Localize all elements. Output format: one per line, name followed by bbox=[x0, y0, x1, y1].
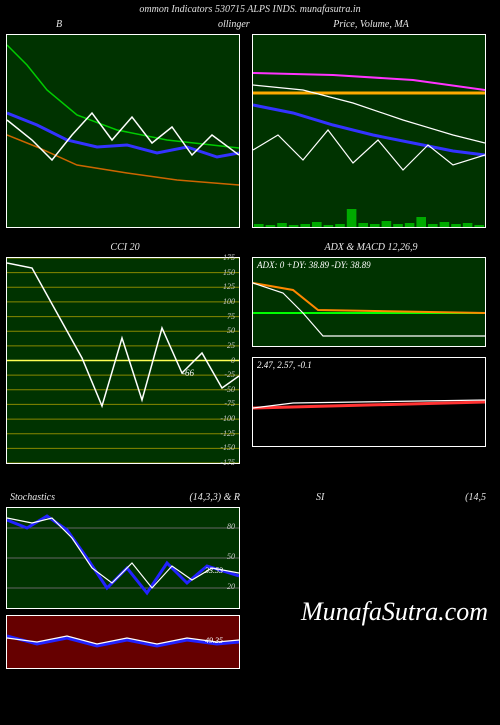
adx-svg bbox=[253, 258, 485, 346]
stoch-tick-50: 50 bbox=[227, 552, 235, 561]
cci-title: CCI 20 bbox=[6, 242, 244, 253]
price-ma-svg bbox=[253, 35, 485, 227]
price-ma-panel: Price, Volume, MA bbox=[252, 19, 490, 228]
bollinger-title-r: ollinger bbox=[218, 19, 250, 30]
cci-tick: 175 bbox=[223, 253, 235, 262]
rsi-panel: SI (14,5 bbox=[252, 492, 490, 669]
cci-tick: -50 bbox=[224, 385, 235, 394]
stochastics-panel: Stochastics (14,3,3) & R 80 50 20 33.53 … bbox=[6, 492, 244, 669]
stoch-title-r: (14,3,3) & R bbox=[189, 492, 240, 503]
price-ma-title: Price, Volume, MA bbox=[252, 19, 490, 30]
cci-svg bbox=[7, 258, 239, 463]
bollinger-chart bbox=[6, 34, 240, 228]
macd-chart: 2.47, 2.57, -0.1 bbox=[252, 357, 486, 447]
adx-macd-panel: ADX & MACD 12,26,9 ADX: 0 +DY: 38.89 -DY… bbox=[252, 242, 490, 464]
cci-tick: 100 bbox=[223, 297, 235, 306]
adx-chart: ADX: 0 +DY: 38.89 -DY: 38.89 bbox=[252, 257, 486, 347]
rsi-title-l: SI bbox=[316, 492, 324, 503]
bollinger-title: B bbox=[56, 19, 62, 30]
chart-grid: B ollinger Price, Volume, MA bbox=[0, 19, 500, 669]
cci-panel: CCI 20 -175 -150 -125 -100 -75 -50 -25 0 25 50 75 1… bbox=[6, 242, 244, 464]
rsi-title-r: (14,5 bbox=[465, 492, 486, 503]
cci-tick: -125 bbox=[220, 429, 235, 438]
macd-svg bbox=[253, 358, 485, 446]
stoch-lower-chart: 49.35 bbox=[6, 615, 240, 669]
stoch-tick-80: 80 bbox=[227, 522, 235, 531]
stoch-title-l: Stochastics bbox=[10, 492, 55, 503]
cci-tick: 125 bbox=[223, 282, 235, 291]
adx-macd-title: ADX & MACD 12,26,9 bbox=[252, 242, 490, 253]
stoch-upper-svg bbox=[7, 508, 239, 608]
cci-tick: 0 bbox=[231, 356, 235, 365]
cci-tick: 150 bbox=[223, 268, 235, 277]
stoch-upper-annot: 33.53 bbox=[205, 566, 223, 575]
bollinger-panel: B ollinger bbox=[6, 19, 244, 228]
macd-annotation: 2.47, 2.57, -0.1 bbox=[257, 360, 312, 370]
stoch-upper-chart: 80 50 20 33.53 bbox=[6, 507, 240, 609]
cci-tick: -100 bbox=[220, 414, 235, 423]
cci-tick: 50 bbox=[227, 326, 235, 335]
cci-chart: -175 -150 -125 -100 -75 -50 -25 0 25 50 75 100 125 15… bbox=[6, 257, 240, 464]
cci-tick: -175 bbox=[220, 458, 235, 467]
cci-tick: -75 bbox=[224, 399, 235, 408]
bollinger-svg bbox=[7, 35, 239, 227]
adx-annotation: ADX: 0 +DY: 38.89 -DY: 38.89 bbox=[257, 260, 371, 270]
stoch-lower-annot: 49.35 bbox=[205, 636, 223, 645]
cci-annotation: -66 bbox=[182, 368, 194, 378]
cci-tick: -150 bbox=[220, 443, 235, 452]
stoch-tick-20: 20 bbox=[227, 582, 235, 591]
cci-tick: 75 bbox=[227, 312, 235, 321]
price-ma-chart bbox=[252, 34, 486, 228]
page-title: ommon Indicators 530715 ALPS INDS. munaf… bbox=[0, 0, 500, 19]
cci-tick: -25 bbox=[224, 370, 235, 379]
cci-tick: 25 bbox=[227, 341, 235, 350]
watermark: MunafaSutra.com bbox=[301, 597, 488, 627]
